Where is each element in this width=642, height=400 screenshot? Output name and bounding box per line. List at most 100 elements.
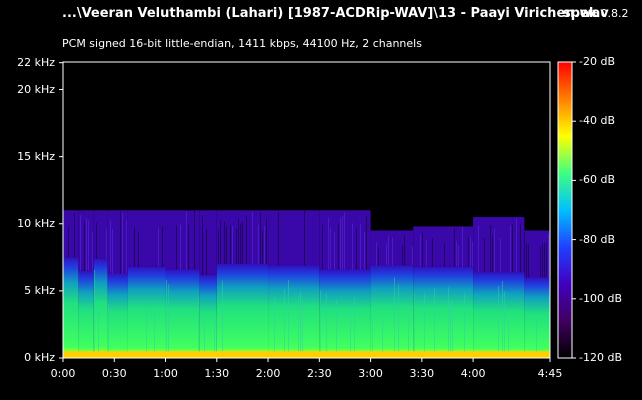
spectrogram-streak	[232, 225, 233, 265]
spectrogram-streak	[278, 212, 279, 266]
spectrogram-streak	[454, 228, 455, 267]
audio-info: PCM signed 16-bit little-endian, 1411 kb…	[62, 37, 422, 50]
spectrogram-streak	[84, 221, 85, 271]
spectrogram-streak	[242, 221, 243, 265]
spectrogram-streak	[238, 218, 239, 265]
spectrogram-streak	[372, 316, 373, 358]
spectrogram-streak	[402, 245, 403, 266]
spectrogram-streak	[422, 232, 423, 267]
spectrogram-streak	[512, 224, 513, 273]
spectrogram-streak	[492, 236, 493, 273]
spectrogram-band-low	[268, 265, 320, 358]
spectrogram-streak	[330, 228, 331, 270]
x-tick-label: 4:00	[460, 367, 486, 380]
x-tick-label: 1:30	[204, 367, 230, 380]
spectrogram-streak	[264, 225, 265, 265]
spectrogram-bass-band	[63, 351, 550, 358]
x-tick-label: 3:30	[409, 367, 435, 380]
spectrogram-streak	[92, 231, 93, 271]
spectrogram-streak	[186, 211, 187, 270]
spectrogram-streak	[500, 238, 501, 273]
spectrogram-streak	[352, 223, 353, 270]
spectrogram-streak	[110, 220, 111, 274]
spectrogram-streak	[360, 223, 361, 270]
spectrogram-streak	[68, 227, 69, 258]
spectrogram-band-low	[78, 270, 94, 358]
spectrogram-streak	[386, 243, 387, 266]
spectrogram-band-low	[216, 264, 269, 358]
x-tick-label: 3:00	[358, 367, 383, 380]
spectrogram-streak	[426, 239, 427, 267]
spectrogram-streak	[344, 212, 345, 270]
spectrogram-streak	[464, 293, 465, 358]
spectrogram-streak	[408, 308, 409, 358]
colorbar-frame	[557, 61, 573, 359]
x-tick-label: 4:45	[537, 367, 563, 380]
spectrogram-streak	[98, 308, 99, 358]
spectrogram-streak	[226, 226, 227, 265]
spectrogram-streak	[216, 317, 217, 358]
spectrogram-streak	[86, 217, 87, 271]
spectrogram-streak	[548, 233, 549, 278]
spectrogram-streak	[494, 229, 495, 273]
spectrogram-streak	[504, 291, 505, 358]
spectrogram-streak	[188, 224, 189, 270]
spectrogram-streak	[246, 215, 247, 265]
spectrogram-streak	[524, 233, 525, 273]
spectrogram-streak	[126, 219, 127, 274]
spectrogram-band-high	[63, 210, 79, 258]
spectrogram-streak	[388, 235, 389, 266]
spectrogram-streak	[490, 225, 491, 273]
spectrogram-streak	[302, 300, 303, 358]
spectrogram-streak	[378, 247, 379, 266]
spectrogram-streak	[146, 306, 147, 358]
spectrogram-streak	[74, 213, 75, 258]
spectrogram-streak	[120, 211, 121, 274]
spectrogram-streak	[166, 279, 167, 358]
spectrogram-streak	[180, 223, 181, 270]
spectrogram-streak	[394, 277, 395, 358]
spectrogram-streak	[260, 212, 261, 265]
spectrogram-streak	[202, 214, 203, 275]
spectrogram-streak	[462, 226, 463, 267]
spectrogram-streak	[526, 243, 527, 278]
spectrogram-streak	[382, 319, 383, 358]
spectrogram-streak	[354, 297, 355, 358]
spectrogram-streak	[508, 322, 509, 358]
spectrogram-streak	[376, 242, 377, 266]
x-tick-label: 0:00	[50, 367, 76, 380]
spectrogram-streak	[458, 245, 459, 267]
colorbar-tick-label: -80 dB	[579, 232, 615, 246]
spectrogram-band-low	[63, 257, 79, 358]
app-version: 0.8.2	[600, 7, 629, 20]
spectrogram-streak	[528, 244, 529, 278]
spectrogram-streak	[224, 221, 225, 265]
spectrogram-streak	[484, 238, 485, 273]
colorbar-tick-label: -60 dB	[579, 173, 615, 187]
spectrogram-streak	[404, 235, 405, 266]
spectrogram-streak	[536, 322, 537, 358]
axis-ticks	[59, 61, 576, 362]
spectrogram-streak	[516, 218, 517, 273]
spectrogram-streak	[498, 286, 499, 358]
spectrogram-streak	[340, 217, 341, 270]
file-title: ...\Veeran Veluthambi (Lahari) [1987-ACD…	[62, 6, 609, 21]
spectrogram-streak	[392, 237, 393, 266]
spectrogram-streak	[300, 291, 301, 358]
spectrogram-streak	[94, 270, 95, 358]
colorbar-tick-label: -120 dB	[579, 351, 622, 364]
colorbar-tick-label: -20 dB	[579, 55, 615, 68]
spectrogram-streak	[284, 289, 285, 358]
spectrogram-band-high	[127, 210, 166, 267]
spectrogram-band-low	[165, 269, 200, 358]
spectrogram-streak	[218, 230, 219, 265]
spectrogram-streak	[502, 280, 503, 358]
spectrogram-streak	[154, 300, 155, 358]
spectrogram-band-high	[268, 210, 320, 266]
spectrogram-streak	[412, 246, 413, 266]
spectrogram-streak	[252, 211, 253, 265]
x-tick-label: 1:00	[153, 367, 178, 380]
spectrogram-streak	[258, 224, 259, 265]
spectrogram-streak	[262, 230, 263, 265]
spectrogram-streak	[338, 223, 339, 270]
